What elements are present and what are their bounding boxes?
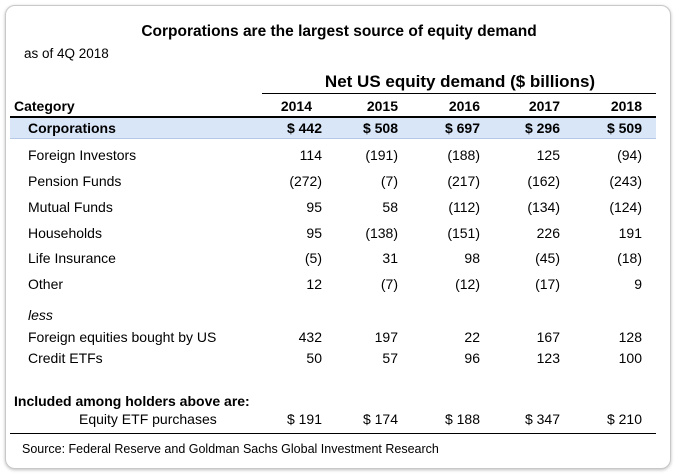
cell-2016: (217) — [447, 173, 480, 189]
corporations-highlight — [10, 118, 656, 139]
cell-2017: (134) — [527, 199, 560, 215]
cell-2014: 114 — [299, 147, 322, 163]
year-header-2015: 2015 — [366, 98, 398, 114]
cell-2015: 31 — [382, 250, 398, 266]
cell-2017: 226 — [536, 225, 560, 241]
cell-2015: (191) — [365, 147, 398, 163]
cell-2014: $ 191 — [286, 411, 322, 427]
cell-2014: 432 — [298, 329, 322, 345]
table-row: Equity ETF purchases $ 191 $ 174 $ 188 $… — [10, 411, 656, 429]
cell-2015: $ 508 — [362, 120, 398, 136]
cell-2018: (18) — [617, 250, 642, 266]
category-header: Category — [14, 98, 75, 114]
cell-2015: (7) — [380, 276, 398, 292]
cell-2017: (17) — [535, 276, 560, 292]
table-title: Corporations are the largest source of e… — [141, 23, 537, 40]
cell-2015: 57 — [382, 350, 398, 366]
cell-2018: 100 — [618, 350, 642, 366]
row-label: Life Insurance — [28, 250, 116, 266]
table-row: Credit ETFs 50 57 96 123 100 — [10, 350, 656, 368]
row-label: Foreign Investors — [28, 147, 137, 163]
cell-2014: (272) — [289, 173, 322, 189]
table-row: Foreign Investors 114 (191) (188) 125 (9… — [10, 147, 656, 165]
column-header-row: Category 2014 2015 2016 2017 2018 — [10, 98, 656, 116]
cell-2016: (151) — [447, 225, 480, 241]
cell-2017: (45) — [535, 250, 560, 266]
less-label: less — [28, 307, 53, 323]
year-header-2017: 2017 — [528, 98, 560, 114]
table-subtitle: as of 4Q 2018 — [24, 46, 109, 61]
row-label: Households — [28, 225, 102, 241]
cell-2015: (7) — [380, 173, 398, 189]
cell-2018: (94) — [617, 147, 642, 163]
row-label: Equity ETF purchases — [79, 411, 217, 427]
group-header: Net US equity demand ($ billions) — [324, 72, 596, 91]
group-header-rule — [262, 93, 656, 94]
cell-2016: (112) — [448, 199, 480, 215]
year-header-2014: 2014 — [280, 98, 312, 114]
cell-2016: (188) — [447, 147, 480, 163]
cell-2014: $ 442 — [286, 120, 322, 136]
cell-2014: (5) — [304, 250, 322, 266]
table-card — [5, 5, 671, 469]
cell-2014: 50 — [306, 350, 322, 366]
cell-2016: $ 697 — [444, 120, 480, 136]
cell-2018: $ 509 — [606, 120, 642, 136]
table-row: Households 95 (138) (151) 226 191 — [10, 225, 656, 243]
table-row: Other 12 (7) (12) (17) 9 — [10, 276, 656, 294]
cell-2018: $ 210 — [606, 411, 642, 427]
cell-2014: 95 — [306, 225, 322, 241]
cell-2017: $ 296 — [524, 120, 560, 136]
row-label: Other — [28, 276, 64, 292]
included-label: Included among holders above are: — [14, 393, 250, 409]
footer-rule — [10, 433, 656, 434]
cell-2016: 96 — [464, 350, 480, 366]
cell-2015: (138) — [365, 225, 398, 241]
cell-2017: 167 — [536, 329, 560, 345]
cell-2017: 125 — [536, 147, 560, 163]
row-label: Pension Funds — [28, 173, 122, 189]
cell-2016: 22 — [464, 329, 480, 345]
cell-2017: $ 347 — [524, 411, 560, 427]
table-row: Life Insurance (5) 31 98 (45) (18) — [10, 250, 656, 268]
row-label: Corporations — [28, 120, 116, 136]
cell-2018: 9 — [634, 276, 642, 292]
cell-2018: (124) — [609, 199, 642, 215]
cell-2017: 123 — [536, 350, 560, 366]
cell-2018: 128 — [618, 329, 642, 345]
cell-2016: (12) — [455, 276, 480, 292]
row-label: Foreign equities bought by US — [28, 329, 217, 345]
cell-2014: 95 — [306, 199, 322, 215]
table-row: Foreign equities bought by US 432 197 22… — [10, 329, 656, 347]
cell-2016: $ 188 — [444, 411, 480, 427]
table-row: Mutual Funds 95 58 (112) (134) (124) — [10, 199, 656, 217]
cell-2015: 58 — [382, 199, 398, 215]
row-label: Credit ETFs — [28, 350, 103, 366]
cell-2018: (243) — [609, 173, 642, 189]
year-header-2018: 2018 — [610, 98, 642, 114]
table-row: Pension Funds (272) (7) (217) (162) (243… — [10, 173, 656, 191]
table-row: Corporations $ 442 $ 508 $ 697 $ 296 $ 5… — [10, 120, 656, 138]
cell-2015: $ 174 — [362, 411, 398, 427]
source-note: Source: Federal Reserve and Goldman Sach… — [22, 442, 439, 456]
cell-2017: (162) — [527, 173, 560, 189]
cell-2015: 197 — [374, 329, 398, 345]
year-header-2016: 2016 — [448, 98, 480, 114]
row-label: Mutual Funds — [28, 199, 113, 215]
cell-2014: 12 — [306, 276, 322, 292]
cell-2018: 191 — [618, 225, 642, 241]
header-rule — [10, 116, 656, 118]
cell-2016: 98 — [464, 250, 480, 266]
